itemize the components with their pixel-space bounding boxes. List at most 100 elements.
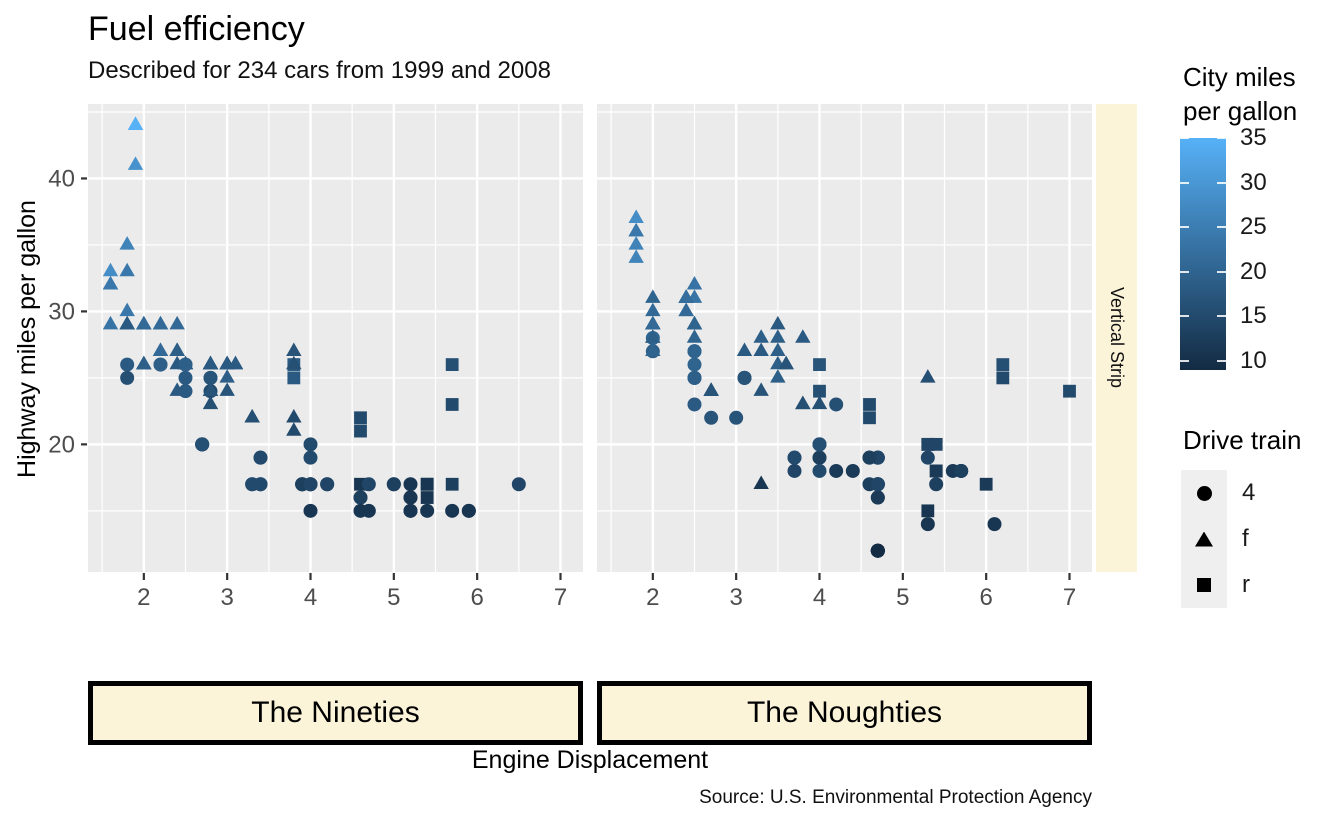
data-point xyxy=(303,437,318,452)
colorbar-tick-label: 35 xyxy=(1240,124,1267,151)
data-point xyxy=(303,450,318,465)
data-point xyxy=(320,477,335,492)
data-point xyxy=(628,236,644,250)
data-point xyxy=(920,369,936,383)
data-point xyxy=(645,342,661,356)
data-point xyxy=(862,450,877,465)
caption: Source: U.S. Environmental Protection Ag… xyxy=(699,787,1092,808)
data-point xyxy=(770,342,786,356)
colorbar-tick-label: 30 xyxy=(1240,168,1267,196)
data-point xyxy=(870,543,885,558)
data-point xyxy=(829,463,844,478)
colorbar-tick-mark xyxy=(1217,226,1226,229)
data-point xyxy=(219,382,235,396)
chart-title: Fuel efficiency xyxy=(88,10,305,48)
y-tick-label: 40 xyxy=(48,165,75,192)
x-tick-label: 7 xyxy=(554,584,567,611)
circle-icon xyxy=(1196,485,1212,501)
panel-gridlines xyxy=(88,104,583,572)
colorbar-tick-mark xyxy=(1180,137,1189,139)
data-point xyxy=(386,477,401,492)
data-point xyxy=(870,477,885,492)
data-point xyxy=(987,517,1002,532)
panel-points xyxy=(102,116,526,518)
x-tick-label: 6 xyxy=(979,584,992,611)
colorbar-tick-mark xyxy=(1217,315,1226,318)
data-point xyxy=(120,370,135,385)
data-point xyxy=(704,410,719,425)
data-point xyxy=(461,503,476,518)
legend-label-f: f xyxy=(1242,525,1249,552)
legend-key-r xyxy=(1181,562,1227,608)
data-point xyxy=(921,504,935,518)
data-point xyxy=(737,370,752,385)
colorbar-tick-mark xyxy=(1180,226,1189,229)
data-point xyxy=(687,370,702,385)
data-point xyxy=(678,302,694,317)
data-point xyxy=(954,463,969,478)
colorbar-tick-mark xyxy=(1217,181,1226,184)
data-point xyxy=(729,410,744,425)
data-point xyxy=(361,477,376,492)
data-point xyxy=(119,262,135,277)
data-point xyxy=(152,342,169,356)
colorbar-tick-mark xyxy=(1180,360,1189,363)
colorbar-tick-mark xyxy=(1180,270,1189,273)
colorbar-tick-label: 15 xyxy=(1240,302,1267,330)
triangle-icon xyxy=(1195,531,1213,547)
data-point xyxy=(770,315,786,330)
data-point xyxy=(286,422,302,436)
colorbar-tick-label: 20 xyxy=(1240,257,1267,285)
y-tick-label: 30 xyxy=(48,298,75,325)
data-point xyxy=(353,490,368,505)
x-tick-label: 2 xyxy=(646,584,659,611)
data-point xyxy=(996,358,1010,371)
data-point xyxy=(645,289,661,303)
data-point xyxy=(770,369,786,383)
facet-panel-1: 2 3 4 5 6 7 xyxy=(597,104,1092,611)
data-point xyxy=(403,477,418,492)
data-point xyxy=(202,355,219,370)
data-point xyxy=(119,315,135,330)
data-point xyxy=(403,490,418,505)
data-point xyxy=(686,276,703,290)
legend-label-r: r xyxy=(1242,571,1250,598)
data-point xyxy=(920,450,935,465)
data-point xyxy=(811,395,828,410)
data-point xyxy=(787,463,802,478)
data-point xyxy=(770,329,786,343)
data-point xyxy=(219,369,235,383)
data-point xyxy=(219,355,235,370)
data-point xyxy=(244,408,260,423)
data-point xyxy=(303,503,318,518)
data-point xyxy=(286,342,302,356)
data-point xyxy=(253,477,268,492)
data-point xyxy=(445,477,459,491)
data-point xyxy=(169,342,185,356)
x-tick-label: 3 xyxy=(729,584,742,611)
data-point xyxy=(286,355,302,370)
data-point xyxy=(753,342,769,356)
data-point xyxy=(153,357,168,372)
colorbar-tick-label: 10 xyxy=(1240,347,1267,375)
y-tick-label: 20 xyxy=(48,431,75,458)
data-point xyxy=(152,315,169,330)
data-point xyxy=(445,358,459,371)
data-point xyxy=(303,477,318,492)
data-point xyxy=(420,503,435,518)
data-point xyxy=(929,464,943,478)
data-point xyxy=(119,302,135,317)
x-tick-label: 4 xyxy=(304,584,317,611)
x-tick-label: 7 xyxy=(1063,584,1076,611)
data-point xyxy=(686,329,703,343)
data-point xyxy=(687,397,702,412)
data-point xyxy=(687,344,702,359)
facet-strip-noughties: The Noughties xyxy=(597,681,1092,745)
x-axis-title: Engine Displacement xyxy=(471,746,709,774)
data-point xyxy=(979,477,993,491)
data-point xyxy=(253,450,268,465)
data-point xyxy=(687,357,702,372)
data-point xyxy=(795,329,811,343)
right-facet-strip: Vertical Strip xyxy=(1096,104,1137,572)
